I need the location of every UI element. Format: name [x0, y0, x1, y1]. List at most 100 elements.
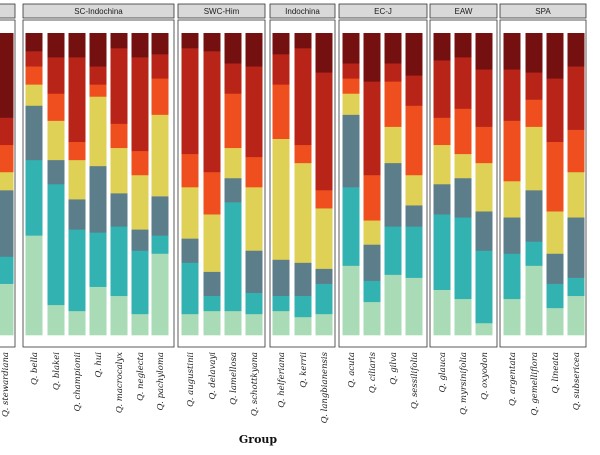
x-tick-label: Q. acuta — [347, 352, 357, 388]
bar-segment-k4 — [315, 208, 333, 269]
bar-segment-k5 — [110, 123, 128, 149]
bar-segment-k2 — [89, 232, 107, 287]
bar-segment-k3 — [110, 193, 128, 227]
facet-strip — [499, 3, 587, 19]
bar-segment-k2 — [384, 226, 402, 275]
x-tick-label: Q. langbianensis — [320, 351, 330, 423]
bar-segment-k4 — [25, 84, 43, 106]
bar-segment-k1 — [363, 301, 381, 336]
bar-segment-k2 — [433, 214, 451, 290]
bar-segment-k7 — [0, 33, 14, 118]
x-tick-label: Q. glauca — [438, 352, 448, 392]
bar-segment-k1 — [567, 295, 585, 336]
bar-segment-k6 — [47, 57, 65, 94]
bar-segment-k5 — [405, 105, 423, 176]
bar-segment-k4 — [151, 114, 169, 197]
bar-segment-k6 — [131, 57, 149, 152]
bar-segment-k3 — [89, 165, 107, 233]
bar-segment-k6 — [25, 51, 43, 67]
bar-segment-k2 — [181, 262, 199, 315]
bar-segment-k7 — [433, 33, 451, 61]
x-tick-label: Q. ciliaris — [368, 351, 378, 393]
bar-segment-k5 — [546, 141, 564, 212]
bar-segment-k4 — [525, 126, 543, 191]
facet-strip — [0, 3, 16, 19]
bar-segment-k6 — [245, 66, 263, 158]
bar-segment-k3 — [433, 184, 451, 215]
bar-segment-k4 — [454, 153, 472, 179]
bar-segment-k3 — [475, 211, 493, 251]
x-tick-label: Q. delavayi — [208, 352, 218, 400]
x-tick-label: Q. subsericea — [572, 352, 582, 410]
bar-segment-k5 — [525, 99, 543, 127]
bar-segment-k7 — [503, 33, 521, 70]
bar-segment-k5 — [342, 78, 360, 94]
facet-panels — [0, 19, 587, 348]
bar-segment-k4 — [363, 220, 381, 245]
bar-segment-k5 — [25, 66, 43, 85]
bar-segment-k1 — [405, 277, 423, 336]
bar-segment-k1 — [25, 235, 43, 336]
bar-segment-k7 — [475, 33, 493, 70]
bar-segment-k4 — [433, 144, 451, 185]
bar-segment-k5 — [363, 174, 381, 221]
bar-segment-k2 — [0, 256, 14, 284]
bar-segment-k7 — [68, 33, 86, 58]
bar-segment-k7 — [224, 33, 242, 64]
facet-strip — [177, 3, 266, 19]
bar-segment-k6 — [454, 57, 472, 109]
bar-segment-k2 — [294, 295, 312, 318]
bar-segment-k2 — [47, 184, 65, 306]
bar-segment-k4 — [89, 96, 107, 167]
bar-segment-k2 — [363, 280, 381, 303]
facet-strip-label: SPA — [535, 7, 551, 16]
bar-segment-k3 — [567, 217, 585, 278]
bar-segment-k1 — [151, 253, 169, 336]
bar-segment-k3 — [47, 159, 65, 185]
bar-segment-k5 — [272, 84, 290, 139]
bar-segment-k6 — [342, 63, 360, 79]
bar-segment-k6 — [475, 69, 493, 127]
bar-segment-k1 — [224, 310, 242, 336]
bar-segment-k4 — [181, 187, 199, 239]
bar-segment-k1 — [546, 307, 564, 336]
bar-segment-k4 — [47, 120, 65, 161]
bar-segment-k1 — [68, 310, 86, 336]
bar-segment-k2 — [224, 202, 242, 312]
bar-segment-k4 — [110, 147, 128, 194]
bar-segment-k4 — [342, 93, 360, 115]
bar-segment-k6 — [315, 72, 333, 191]
x-tick-label: Q. gemelliflora — [530, 352, 540, 416]
bar-segments — [0, 33, 585, 336]
facet-strips: SC-Indochina SWC-Him Indochina EC-J EAW SPA — [0, 3, 587, 19]
bar-segment-k4 — [272, 138, 290, 260]
bar-segment-k6 — [363, 81, 381, 176]
bar-segment-k7 — [110, 33, 128, 49]
bar-segment-k3 — [363, 244, 381, 281]
bar-segment-k5 — [47, 93, 65, 121]
bar-segment-k1 — [110, 295, 128, 336]
bar-segment-k1 — [503, 298, 521, 336]
bar-segment-k3 — [315, 268, 333, 284]
bar-segment-k2 — [110, 226, 128, 297]
bar-segment-k7 — [25, 33, 43, 52]
bar-segment-k4 — [475, 162, 493, 212]
bar-segment-k1 — [454, 298, 472, 336]
bar-segment-k7 — [47, 33, 65, 58]
bar-segment-k3 — [181, 238, 199, 263]
bar-segment-k2 — [503, 253, 521, 300]
bar-segment-k6 — [110, 48, 128, 124]
bar-segment-k3 — [245, 250, 263, 294]
bar-segment-k4 — [503, 180, 521, 218]
bar-segment-k6 — [224, 63, 242, 94]
bar-segment-k5 — [294, 144, 312, 164]
bar-segment-k7 — [294, 33, 312, 49]
bar-segment-k5 — [567, 129, 585, 173]
x-tick-label: Q. bella — [30, 352, 40, 385]
bar-segment-k1 — [47, 304, 65, 336]
bar-segment-k4 — [567, 171, 585, 218]
facet-strip-label: SWC-Him — [204, 7, 240, 16]
bar-segment-k6 — [89, 66, 107, 85]
